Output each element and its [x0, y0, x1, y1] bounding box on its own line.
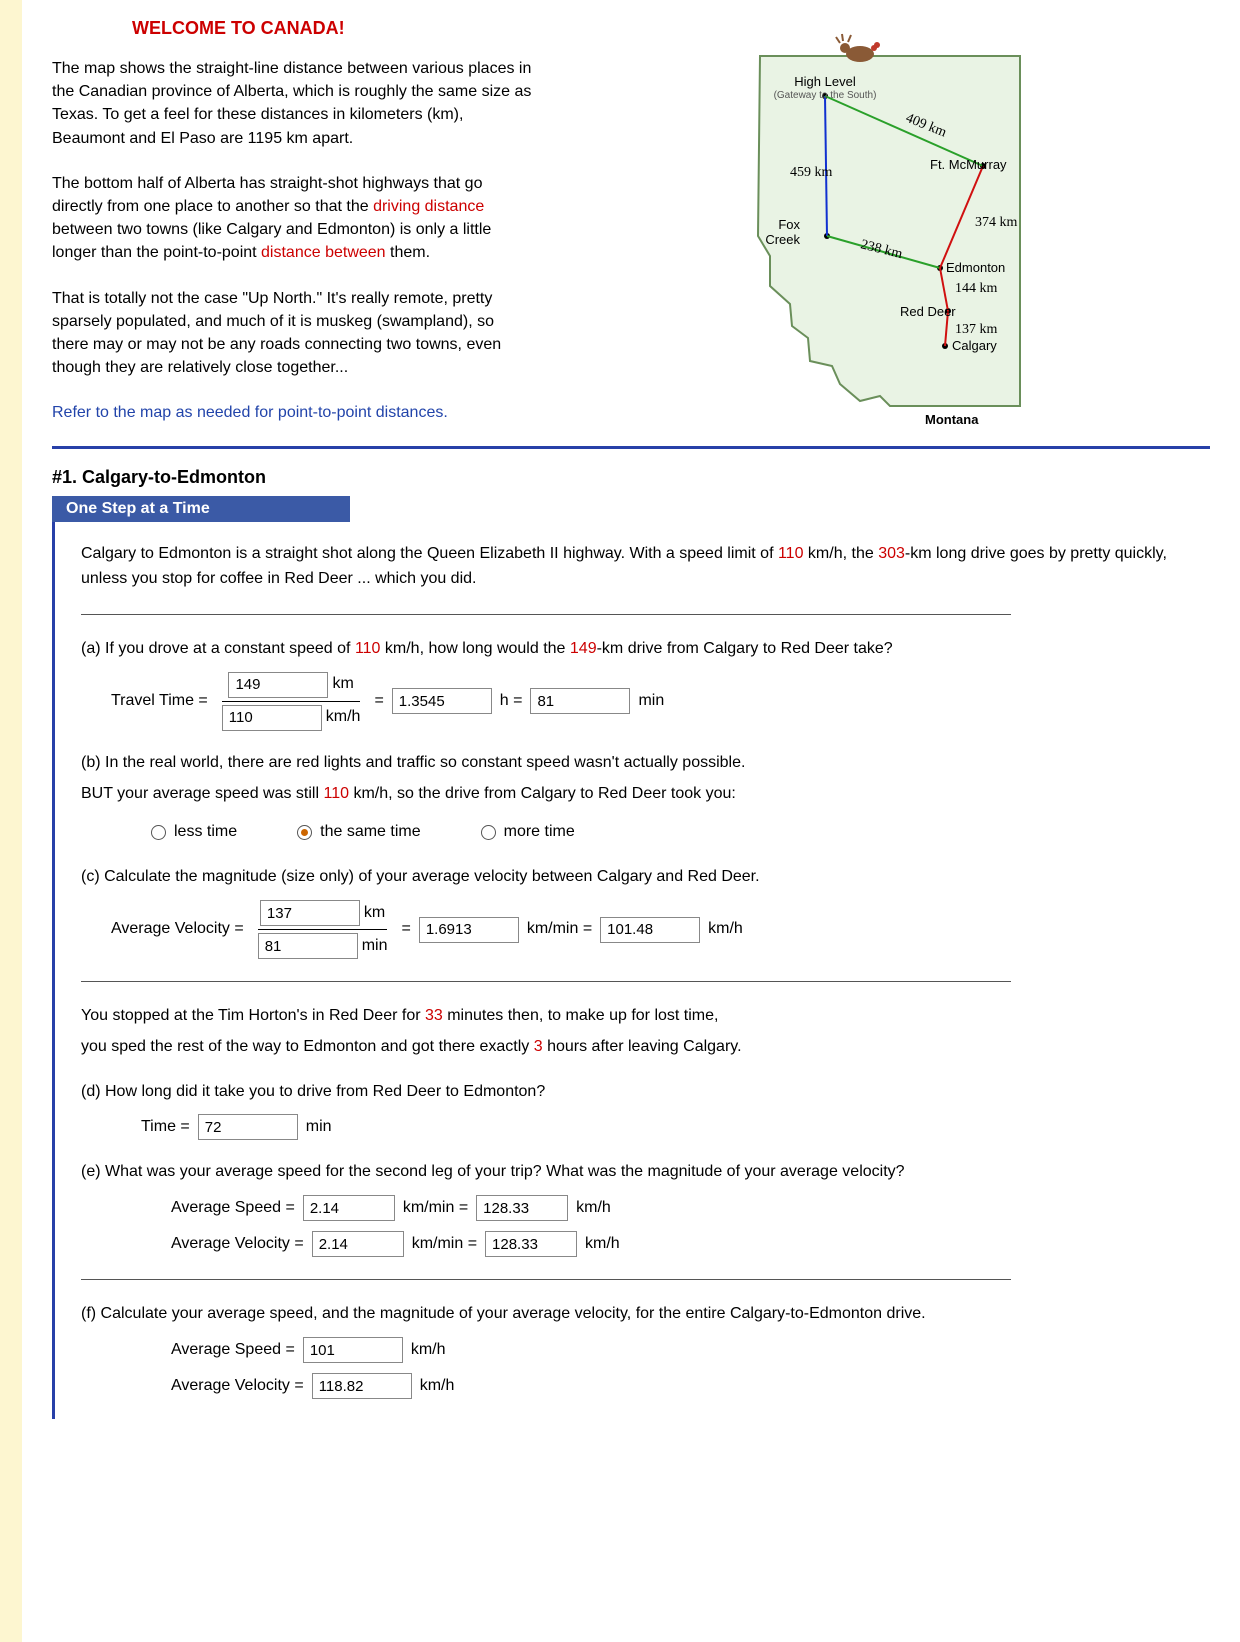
city-red-deer: Red Deer [900, 304, 956, 319]
q1d-text: (d) How long did it take you to drive fr… [81, 1080, 1200, 1105]
time-label: Time = [141, 1115, 190, 1140]
radio-icon [151, 825, 166, 840]
intro-p3: That is totally not the case "Up North."… [52, 287, 532, 380]
avg-velocity-label: Average Velocity = [171, 1374, 304, 1399]
question-1: #1. Calgary-to-Edmonton One Step at a Ti… [52, 467, 1210, 1419]
section-divider [52, 446, 1210, 449]
fraction: km km/h [222, 672, 361, 731]
city-high-level: High Level [794, 74, 856, 89]
city-fox-creek-1: Fox [778, 217, 800, 232]
q1a-num-input[interactable] [228, 672, 328, 698]
q1c-v2-input[interactable] [600, 917, 700, 943]
q1-pre: Calgary to Edmonton is a straight shot a… [81, 542, 1200, 592]
fraction: km min [258, 900, 388, 959]
q1d-row: Time = min [141, 1114, 1200, 1140]
city-high-level-sub: (Gateway to the South) [774, 90, 877, 101]
city-ft-mcmurray: Ft. McMurray [930, 157, 1007, 172]
q1f-r1-input[interactable] [303, 1337, 403, 1363]
travel-time-label: Travel Time = [111, 689, 208, 714]
q1b-line2: BUT your average speed was still 110 km/… [81, 782, 1200, 807]
q1c-num-input[interactable] [260, 900, 360, 926]
divider [81, 981, 1011, 982]
radio-icon [297, 825, 312, 840]
q1c-den-input[interactable] [258, 933, 358, 959]
alberta-map-svg: High Level (Gateway to the South) Ft. Mc… [740, 26, 1040, 426]
intro-block: WELCOME TO CANADA! The map shows the str… [52, 18, 1210, 424]
q1e-r2v2-input[interactable] [485, 1231, 577, 1257]
q1e-r1v1-input[interactable] [303, 1195, 395, 1221]
choice-less-time[interactable]: less time [151, 820, 237, 845]
q1-body: Calgary to Edmonton is a straight shot a… [52, 522, 1210, 1419]
q1a-min-input[interactable] [530, 688, 630, 714]
dist-374: 374 km [975, 215, 1018, 230]
city-calgary: Calgary [952, 338, 997, 353]
mid-p1: You stopped at the Tim Horton's in Red D… [81, 1004, 1200, 1029]
q1e: (e) What was your average speed for the … [81, 1160, 1200, 1257]
intro-p1: The map shows the straight-line distance… [52, 57, 532, 150]
q1a-hours-input[interactable] [392, 688, 492, 714]
q1-tab[interactable]: One Step at a Time [52, 496, 350, 522]
dist-459: 459 km [790, 165, 833, 180]
city-edmonton: Edmonton [946, 260, 1005, 275]
q1e-rows: Average Speed = km/min = km/h Average Ve… [171, 1195, 1200, 1257]
q1c: (c) Calculate the magnitude (size only) … [81, 865, 1200, 959]
q1a-row: Travel Time = km km/h = [111, 672, 1200, 731]
q1d-input[interactable] [198, 1114, 298, 1140]
intro-refer: Refer to the map as needed for point-to-… [52, 401, 532, 424]
divider [81, 1279, 1011, 1280]
q1e-r1v2-input[interactable] [476, 1195, 568, 1221]
choice-same-time[interactable]: the same time [297, 820, 420, 845]
dist-137: 137 km [955, 322, 998, 337]
q1f-text: (f) Calculate your average speed, and th… [81, 1302, 1200, 1327]
label-montana: Montana [925, 412, 979, 426]
divider [81, 614, 1011, 615]
q1-heading: #1. Calgary-to-Edmonton [52, 467, 1210, 488]
intro-text: The map shows the straight-line distance… [52, 57, 532, 424]
choice-more-time[interactable]: more time [481, 820, 575, 845]
q1f-rows: Average Speed = km/h Average Velocity = … [171, 1337, 1200, 1399]
q1b-line1: (b) In the real world, there are red lig… [81, 751, 1200, 776]
q1c-text: (c) Calculate the magnitude (size only) … [81, 865, 1200, 890]
q1a-den-input[interactable] [222, 705, 322, 731]
avg-speed-label: Average Speed = [171, 1338, 295, 1363]
alberta-map: High Level (Gateway to the South) Ft. Mc… [740, 26, 1040, 426]
dist-144: 144 km [955, 281, 998, 296]
q1a: (a) If you drove at a constant speed of … [81, 637, 1200, 731]
q1c-row: Average Velocity = km min = [111, 900, 1200, 959]
avg-speed-label: Average Speed = [171, 1196, 295, 1221]
page-title: WELCOME TO CANADA! [132, 18, 1210, 39]
q1b: (b) In the real world, there are red lig… [81, 751, 1200, 845]
q1f-r2-input[interactable] [312, 1373, 412, 1399]
avg-vel-label: Average Velocity = [111, 917, 244, 942]
q1c-v1-input[interactable] [419, 917, 519, 943]
q1f: (f) Calculate your average speed, and th… [81, 1302, 1200, 1399]
q1e-r2v1-input[interactable] [312, 1231, 404, 1257]
page: WELCOME TO CANADA! The map shows the str… [0, 0, 1240, 1642]
mid-p2: you sped the rest of the way to Edmonton… [81, 1035, 1200, 1060]
city-fox-creek-2: Creek [765, 232, 800, 247]
radio-icon [481, 825, 496, 840]
avg-velocity-label: Average Velocity = [171, 1232, 304, 1257]
q1a-text: (a) If you drove at a constant speed of … [81, 637, 1200, 662]
q1b-choices: less time the same time more time [151, 820, 1200, 845]
q1d: (d) How long did it take you to drive fr… [81, 1080, 1200, 1141]
intro-p2: The bottom half of Alberta has straight-… [52, 172, 532, 265]
q1e-text: (e) What was your average speed for the … [81, 1160, 1200, 1185]
